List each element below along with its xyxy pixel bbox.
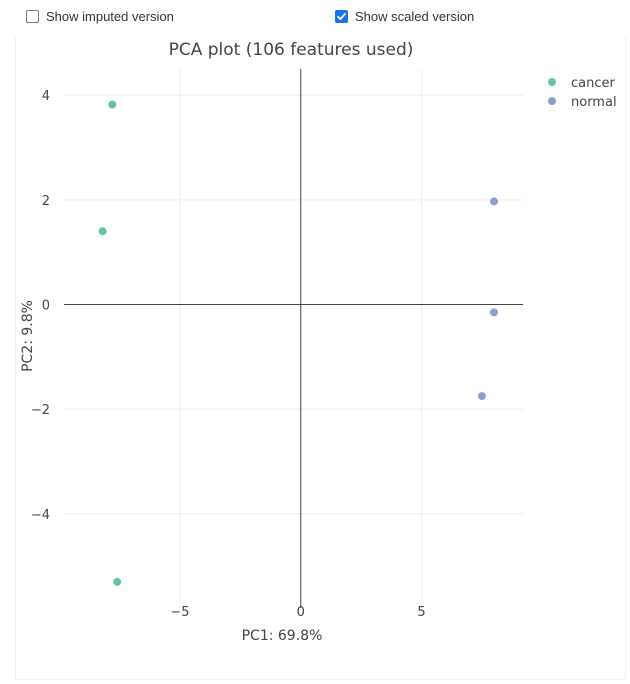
- legend-marker-normal: [548, 97, 556, 105]
- y-tick-label: 2: [42, 194, 50, 209]
- point-cancer: [113, 577, 122, 586]
- point-normal: [490, 308, 499, 317]
- tick-labels: −5 0 5 4 2 0 −2 −4: [31, 89, 426, 620]
- imputed-label: Show imputed version: [46, 9, 174, 24]
- grid-lines: [64, 69, 523, 608]
- legend-label-normal: normal: [571, 95, 617, 110]
- imputed-toggle[interactable]: Show imputed version: [26, 9, 174, 24]
- x-tick-label: 5: [417, 605, 425, 620]
- legend-label-cancer: cancer: [571, 76, 615, 91]
- zero-lines: [64, 69, 523, 608]
- x-tick-label: 0: [297, 605, 305, 620]
- scaled-toggle[interactable]: Show scaled version: [335, 9, 474, 24]
- y-tick-label: −2: [31, 403, 50, 418]
- legend-marker-cancer: [548, 78, 556, 86]
- scaled-label: Show scaled version: [355, 9, 475, 24]
- plot-panel: −5 0 5 4 2 0 −2 −4 PCA plot (106 features used)…: [15, 36, 626, 680]
- pca-scatter-chart: −5 0 5 4 2 0 −2 −4 PCA plot (106 features used)…: [20, 40, 617, 644]
- imputed-checkbox[interactable]: [26, 10, 39, 23]
- scaled-checkbox[interactable]: [335, 10, 348, 23]
- data-points: [98, 100, 499, 586]
- x-tick-label: −5: [170, 605, 189, 620]
- y-tick-label: −4: [31, 508, 50, 523]
- checkmark-icon: [337, 13, 346, 20]
- legend[interactable]: cancer normal: [548, 76, 617, 110]
- point-normal: [490, 197, 499, 206]
- y-axis-label: PC2: 9.8%: [20, 300, 36, 372]
- point-cancer: [98, 227, 107, 236]
- controls-bar: Show imputed version Show scaled version: [0, 0, 630, 36]
- x-axis-label: PC1: 69.8%: [242, 628, 323, 644]
- point-normal: [477, 392, 486, 401]
- chart-title: PCA plot (106 features used): [169, 40, 414, 60]
- y-tick-label: 0: [42, 298, 50, 313]
- point-cancer: [108, 100, 117, 109]
- y-tick-label: 4: [42, 89, 50, 104]
